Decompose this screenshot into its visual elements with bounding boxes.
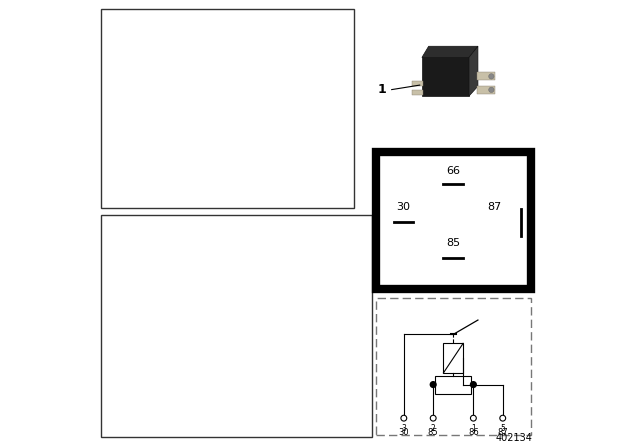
Text: 5: 5 <box>500 423 505 432</box>
Bar <box>412 81 423 86</box>
Circle shape <box>470 381 477 388</box>
Bar <box>101 215 372 437</box>
Text: 66: 66 <box>446 166 460 176</box>
Circle shape <box>429 381 436 388</box>
Text: 3: 3 <box>401 423 406 432</box>
Text: 87: 87 <box>487 202 502 212</box>
Text: 30: 30 <box>399 428 409 437</box>
Text: 30: 30 <box>396 202 410 212</box>
Text: 1: 1 <box>471 423 476 432</box>
Bar <box>477 86 495 94</box>
Bar <box>376 152 531 289</box>
Polygon shape <box>422 46 478 57</box>
Circle shape <box>430 415 436 421</box>
Bar <box>435 375 472 393</box>
Text: 87: 87 <box>497 428 508 437</box>
Bar <box>477 72 495 80</box>
Bar <box>444 343 463 373</box>
Text: 85: 85 <box>428 428 438 437</box>
Circle shape <box>489 87 494 92</box>
Circle shape <box>401 415 407 421</box>
Text: 1: 1 <box>378 83 387 96</box>
Bar <box>412 90 423 95</box>
Polygon shape <box>469 46 478 96</box>
Text: 86: 86 <box>468 428 479 437</box>
Text: 402134: 402134 <box>496 433 532 443</box>
Bar <box>101 9 355 208</box>
Circle shape <box>500 415 506 421</box>
Bar <box>376 298 531 435</box>
Circle shape <box>470 415 476 421</box>
Text: 85: 85 <box>446 238 460 248</box>
Text: 2: 2 <box>431 423 436 432</box>
Bar <box>422 57 469 96</box>
Circle shape <box>489 73 494 79</box>
